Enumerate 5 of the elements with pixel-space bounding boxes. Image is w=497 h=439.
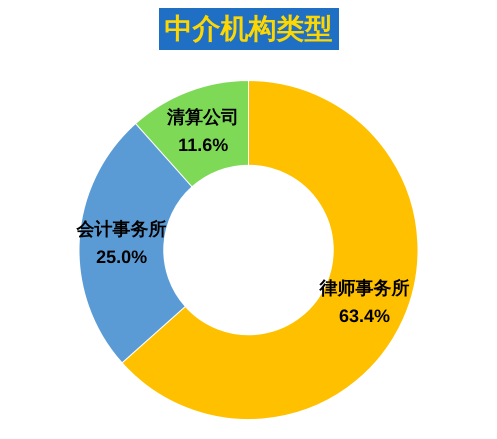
data-label: 11.6% xyxy=(178,135,228,156)
data-label: 25.0% xyxy=(96,246,148,267)
data-label: 63.4% xyxy=(339,306,390,326)
chart-title: 中介机构类型 xyxy=(158,8,338,50)
slice-label: 清算公司 xyxy=(166,107,240,128)
